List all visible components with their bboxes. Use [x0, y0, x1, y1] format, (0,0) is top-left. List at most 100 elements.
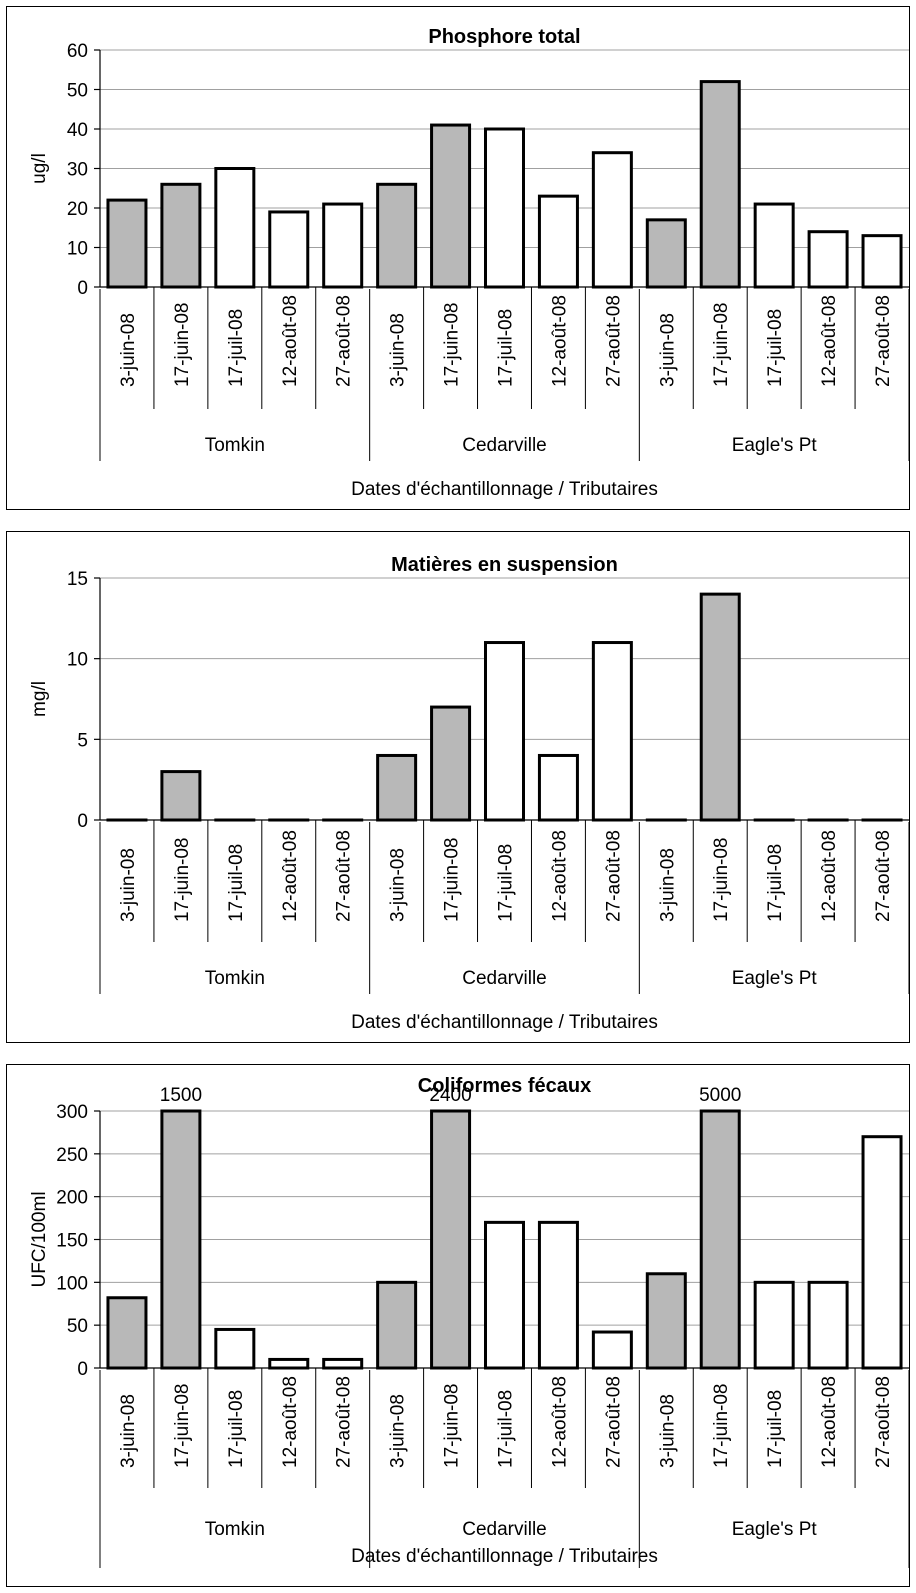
- y-tick-label: 20: [67, 199, 88, 220]
- bar: [699, 1109, 741, 1370]
- x-category-label: 12-août-08: [280, 295, 301, 387]
- bar: [430, 1109, 472, 1370]
- coliformes-chart: 0 50 100 150 200 250 300 1500 2400 5000 3-juin-08 1…: [29, 1075, 910, 1568]
- group-label: Cedarville: [462, 1519, 546, 1540]
- x-category-label: 12-août-08: [280, 1376, 301, 1468]
- y-tick-label: 200: [56, 1188, 88, 1209]
- group-label: Eagle's Pt: [732, 1519, 818, 1540]
- y-tick-label: 250: [56, 1145, 88, 1166]
- x-category-label: 3-juin-08: [388, 1394, 409, 1468]
- bar: [322, 202, 364, 289]
- bar: [699, 80, 741, 289]
- y-tick-label: 0: [77, 278, 88, 299]
- y-tick-label: 15: [67, 569, 88, 590]
- y-tick-label: 60: [67, 41, 88, 62]
- y-tick-label: 0: [77, 1359, 88, 1380]
- bar: [645, 218, 687, 289]
- bar-value-label: 1500: [160, 1085, 202, 1106]
- y-tick-label: 5: [77, 730, 88, 751]
- bar-value-label: 5000: [699, 1085, 741, 1106]
- bar: [106, 1296, 148, 1370]
- y-tick-label: 40: [67, 120, 88, 141]
- phosphore-chart: 0 10 20 30 40 50 60 3-juin-08 17-juin-08 17-juil-…: [29, 26, 910, 500]
- x-category-label: 17-juin-08: [172, 303, 193, 388]
- bar: [591, 641, 633, 822]
- y-axis-title: UFC/100ml: [29, 1191, 50, 1287]
- y-tick-label: 10: [67, 239, 88, 260]
- x-category-label: 17-juil-08: [496, 1390, 517, 1468]
- bar: [160, 1109, 202, 1370]
- group-label: Tomkin: [205, 968, 265, 989]
- bar: [268, 210, 310, 289]
- chart-title: Coliformes fécaux: [418, 1075, 591, 1097]
- mes-chart: 0 5 10 15 3-juin-08 17-juin-08 17-juil-08 12-ao…: [29, 554, 910, 1033]
- x-category-label: 17-juin-08: [442, 838, 463, 923]
- bar: [591, 1330, 633, 1370]
- x-category-label: 12-août-08: [280, 830, 301, 922]
- bar: [861, 1135, 903, 1370]
- y-tick-label: 50: [67, 1316, 88, 1337]
- x-category-label: 17-juin-08: [442, 303, 463, 387]
- x-category-label: 12-août-08: [819, 1376, 840, 1468]
- bar: [807, 230, 849, 289]
- x-category-label: 27-août-08: [873, 295, 894, 387]
- group-label: Eagle's Pt: [732, 435, 818, 456]
- x-category-label: 3-juin-08: [118, 313, 139, 387]
- x-category-label: 27-août-08: [873, 1376, 894, 1468]
- x-category-label: 17-juin-08: [711, 1384, 732, 1469]
- x-category-label: 3-juin-08: [657, 313, 678, 387]
- x-category-label: 17-juin-08: [442, 1384, 463, 1469]
- bar: [753, 202, 795, 289]
- bar-value-label: 2400: [429, 1085, 471, 1106]
- group-label: Cedarville: [462, 435, 546, 456]
- x-category-label: 17-juil-08: [226, 1390, 247, 1468]
- x-category-label: 12-août-08: [819, 830, 840, 922]
- y-tick-label: 50: [67, 81, 88, 102]
- bar: [807, 1280, 849, 1370]
- y-tick-label: 300: [56, 1102, 88, 1123]
- x-category-label: 12-août-08: [549, 830, 570, 922]
- chart-title: Matières en suspension: [391, 554, 618, 576]
- x-category-label: 27-août-08: [603, 830, 624, 922]
- x-axis-title: Dates d'échantillonnage / Tributaires: [351, 1546, 658, 1567]
- bar: [160, 770, 202, 822]
- bar: [753, 1280, 795, 1370]
- x-category-label: 17-juin-08: [172, 838, 193, 923]
- bar: [484, 127, 525, 289]
- bar: [322, 1357, 364, 1370]
- bar: [537, 753, 579, 822]
- x-category-label: 12-août-08: [819, 295, 840, 387]
- y-axis-title: mg/l: [29, 681, 50, 717]
- group-label: Cedarville: [462, 968, 546, 989]
- x-category-label: 17-juil-08: [765, 309, 786, 387]
- group-label: Tomkin: [205, 435, 265, 456]
- bar: [537, 194, 579, 289]
- x-category-label: 27-août-08: [334, 1376, 355, 1468]
- x-category-label: 27-août-08: [603, 295, 624, 387]
- bar: [484, 641, 525, 822]
- bar: [484, 1220, 525, 1370]
- coliformes-chart-panel: 0 50 100 150 200 250 300 1500 2400 5000 3-juin-08 1…: [6, 1064, 910, 1587]
- x-category-label: 27-août-08: [603, 1376, 624, 1468]
- x-category-label: 3-juin-08: [657, 848, 678, 922]
- bar: [376, 753, 418, 822]
- x-category-label: 17-juin-08: [711, 838, 732, 923]
- bar: [376, 1280, 418, 1370]
- bar: [430, 705, 472, 822]
- x-category-label: 12-août-08: [549, 295, 570, 387]
- bar: [376, 182, 418, 289]
- x-category-label: 17-juil-08: [496, 309, 517, 387]
- bar: [861, 234, 903, 289]
- x-category-label: 27-août-08: [334, 830, 355, 922]
- bar: [699, 592, 741, 822]
- x-category-label: 3-juin-08: [388, 313, 409, 387]
- y-tick-label: 150: [56, 1231, 88, 1252]
- y-tick-label: 100: [56, 1273, 88, 1294]
- x-category-label: 17-juil-08: [496, 844, 517, 922]
- x-category-label: 17-juin-08: [172, 1384, 193, 1469]
- bar: [106, 198, 148, 289]
- phosphore-chart-panel: 0 10 20 30 40 50 60 3-juin-08 17-juin-08 17-juil-…: [6, 6, 910, 510]
- bar: [214, 167, 256, 289]
- x-axis-title: Dates d'échantillonnage / Tributaires: [351, 479, 658, 500]
- x-category-label: 17-juil-08: [226, 844, 247, 922]
